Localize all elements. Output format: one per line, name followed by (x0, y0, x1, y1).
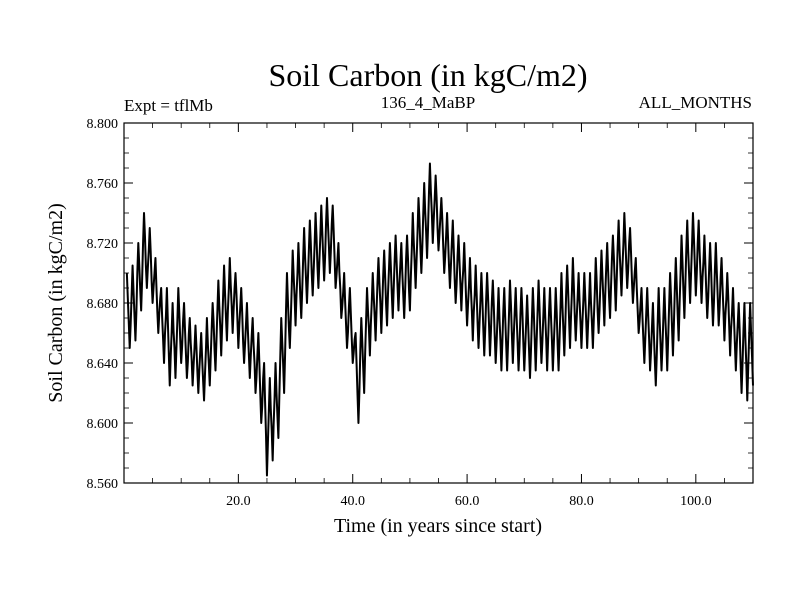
y-tick-label: 8.720 (87, 237, 119, 252)
x-axis-label: Time (in years since start) (334, 515, 542, 537)
chart-title: Soil Carbon (in kgC/m2) (268, 57, 587, 93)
data-series (125, 162, 754, 477)
x-tick-label: 100.0 (680, 494, 712, 509)
months-label: ALL_MONTHS (639, 93, 752, 112)
y-tick-label: 8.760 (87, 177, 119, 192)
y-axis-label: Soil Carbon (in kgC/m2) (45, 203, 67, 402)
y-tick-label: 8.600 (87, 417, 119, 432)
y-tick-label: 8.560 (87, 477, 119, 492)
y-tick-label: 8.640 (87, 357, 119, 372)
plot-frame (123, 122, 754, 484)
y-tick-label: 8.680 (87, 297, 119, 312)
x-tick-label: 20.0 (226, 494, 251, 509)
y-tick-label: 8.800 (87, 117, 119, 132)
x-tick-label: 60.0 (455, 494, 480, 509)
x-tick-label: 80.0 (569, 494, 594, 509)
series-line (125, 162, 754, 477)
experiment-label: Expt = tflMb (124, 96, 213, 115)
x-tick-label: 40.0 (340, 494, 365, 509)
run-label: 136_4_MaBP (381, 93, 475, 112)
